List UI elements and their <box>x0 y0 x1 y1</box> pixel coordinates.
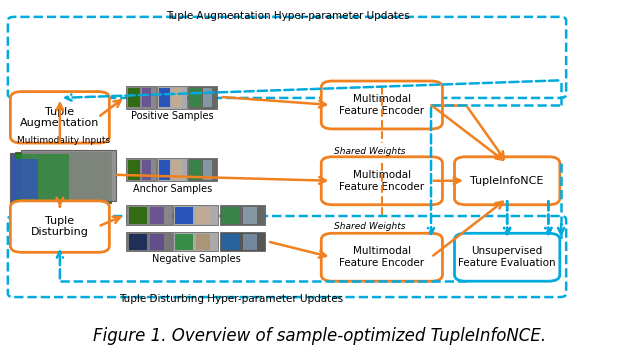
Text: Shared Weights: Shared Weights <box>334 222 406 231</box>
Bar <box>222 234 239 250</box>
Bar <box>128 88 140 107</box>
Bar <box>128 160 140 180</box>
Bar <box>173 205 218 225</box>
Text: Shared Weights: Shared Weights <box>334 147 406 156</box>
Bar <box>243 234 257 250</box>
Bar <box>222 207 239 224</box>
FancyBboxPatch shape <box>15 151 111 203</box>
Bar <box>196 207 211 224</box>
Bar <box>127 158 156 181</box>
Bar <box>150 234 164 250</box>
Text: Positive Samples: Positive Samples <box>131 111 214 121</box>
Bar <box>127 232 172 251</box>
Text: Multimodal
Feature Encoder: Multimodal Feature Encoder <box>339 170 424 192</box>
Text: Multimodality Inputs: Multimodality Inputs <box>17 136 110 145</box>
FancyBboxPatch shape <box>20 150 116 201</box>
Bar <box>159 160 170 180</box>
Bar <box>142 160 151 180</box>
Bar <box>127 86 156 108</box>
Bar <box>220 205 265 225</box>
Text: Multimodal
Feature Encoder: Multimodal Feature Encoder <box>339 246 424 268</box>
FancyBboxPatch shape <box>10 92 109 143</box>
Bar <box>189 160 201 180</box>
Text: Figure 1. Overview of sample-optimized TupleInfoNCE.: Figure 1. Overview of sample-optimized T… <box>93 327 547 345</box>
Bar <box>196 234 211 250</box>
Bar <box>220 232 265 251</box>
Bar <box>188 158 217 181</box>
FancyBboxPatch shape <box>454 157 560 205</box>
Text: Tuple Disturbing Hyper-parameter Updates: Tuple Disturbing Hyper-parameter Updates <box>119 294 343 304</box>
Bar <box>129 234 147 250</box>
Bar <box>129 207 147 224</box>
Text: Multimodal
Feature Encoder: Multimodal Feature Encoder <box>339 94 424 116</box>
FancyBboxPatch shape <box>321 81 442 129</box>
Bar <box>173 160 182 180</box>
Bar <box>189 88 201 107</box>
Bar <box>159 88 170 107</box>
FancyBboxPatch shape <box>12 159 38 199</box>
Bar <box>175 234 193 250</box>
Bar <box>127 205 172 225</box>
Bar <box>157 86 186 108</box>
FancyBboxPatch shape <box>10 201 109 252</box>
FancyBboxPatch shape <box>321 233 442 281</box>
Text: Tuple
Augmentation: Tuple Augmentation <box>20 107 100 128</box>
FancyBboxPatch shape <box>16 154 69 202</box>
Bar <box>142 88 151 107</box>
Bar <box>203 160 212 180</box>
Text: Tuple
Disturbing: Tuple Disturbing <box>31 216 89 237</box>
FancyBboxPatch shape <box>10 153 106 205</box>
Bar <box>173 232 218 251</box>
Bar <box>243 207 257 224</box>
Bar <box>173 88 182 107</box>
FancyBboxPatch shape <box>454 233 560 281</box>
Bar <box>150 207 164 224</box>
Text: Negative Samples: Negative Samples <box>152 255 241 265</box>
Bar <box>188 86 217 108</box>
Text: TupleInfoNCE: TupleInfoNCE <box>470 176 544 186</box>
FancyBboxPatch shape <box>321 157 442 205</box>
Bar <box>157 158 186 181</box>
Bar <box>203 88 212 107</box>
Text: Unsupervised
Feature Evaluation: Unsupervised Feature Evaluation <box>458 246 556 268</box>
Text: Anchor Samples: Anchor Samples <box>133 184 212 194</box>
Text: Tuple Augmentation Hyper-parameter Updates: Tuple Augmentation Hyper-parameter Updat… <box>166 11 410 21</box>
Bar <box>175 207 193 224</box>
